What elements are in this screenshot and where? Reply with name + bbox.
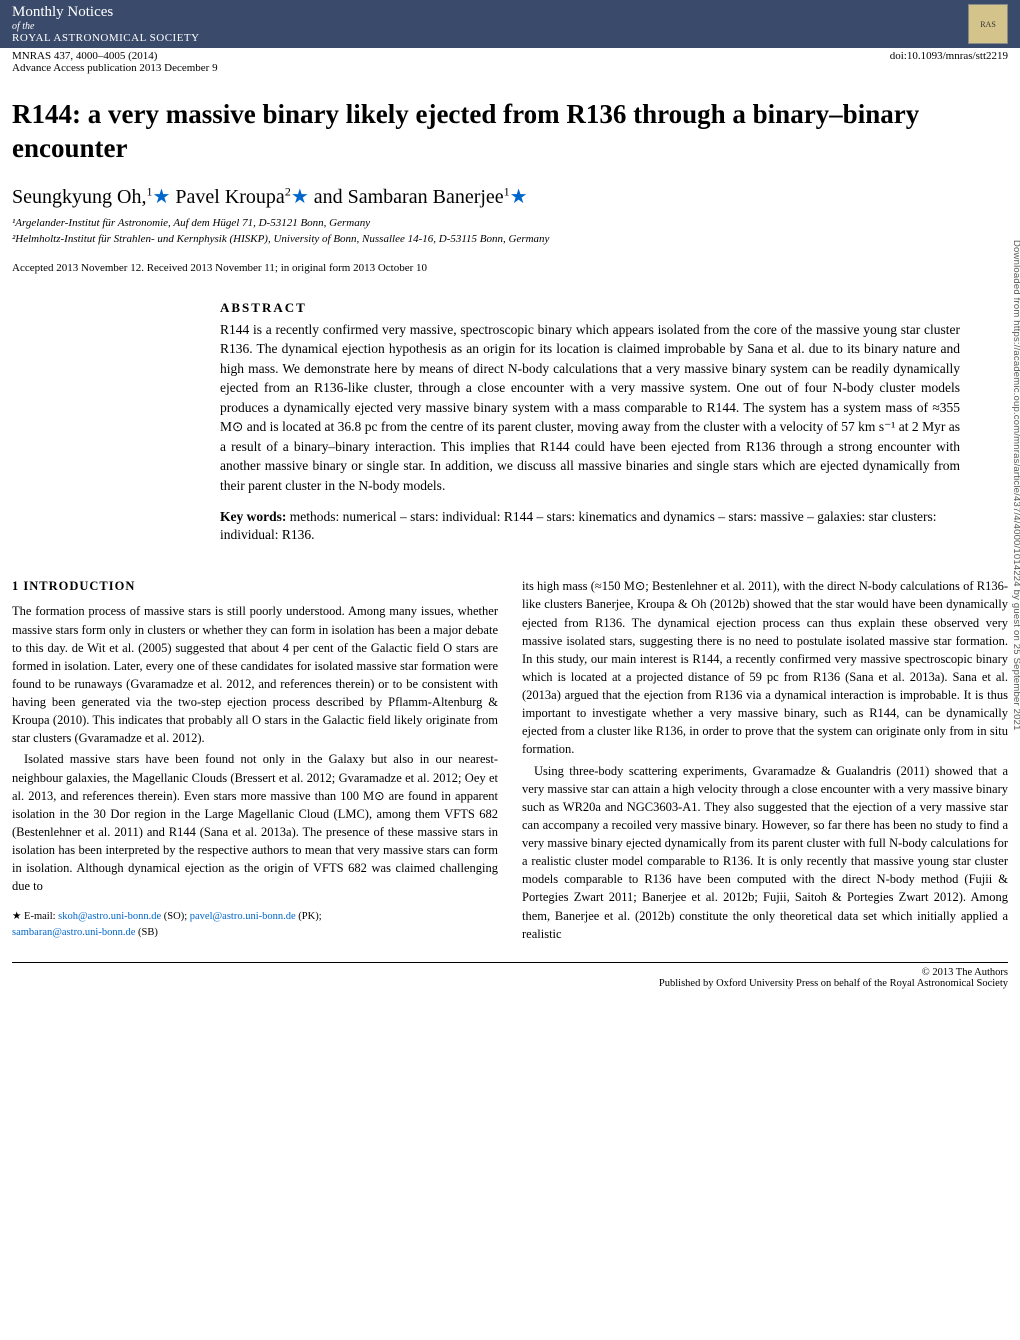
corresponding-star-icon: ★ (152, 186, 170, 208)
journal-society: ROYAL ASTRONOMICAL SOCIETY (12, 32, 1008, 44)
column-left: 1 INTRODUCTION The formation process of … (12, 577, 498, 946)
email-who: (SB) (135, 927, 157, 938)
footnote-star-icon: ★ (12, 911, 21, 922)
advance-access-line: Advance Access publication 2013 December… (12, 62, 218, 74)
email-link[interactable]: pavel@astro.uni-bonn.de (190, 911, 296, 922)
body-paragraph: its high mass (≈150 M⊙; Bestenlehner et … (522, 577, 1008, 758)
meta-row: MNRAS 437, 4000–4005 (2014) Advance Acce… (0, 48, 1020, 80)
email-who: (PK); (296, 911, 322, 922)
authors-line: Seungkyung Oh,1★ Pavel Kroupa2★ and Samb… (0, 174, 1020, 213)
footnote-label: E-mail: (21, 911, 58, 922)
journal-of: of the (12, 21, 1008, 32)
author-1: Seungkyung Oh, (12, 186, 146, 208)
email-link[interactable]: sambaran@astro.uni-bonn.de (12, 927, 135, 938)
keywords-text: methods: numerical – stars: individual: … (220, 509, 937, 543)
column-right: its high mass (≈150 M⊙; Bestenlehner et … (522, 577, 1008, 946)
doi-line: doi:10.1093/mnras/stt2219 (890, 50, 1008, 74)
affiliations: ¹Argelander-Institut für Astronomie, Auf… (0, 213, 1020, 262)
keywords-line: Key words: methods: numerical – stars: i… (220, 508, 960, 546)
section-1-heading: 1 INTRODUCTION (12, 577, 498, 595)
author-2: Pavel Kroupa (175, 186, 284, 208)
abstract-block: ABSTRACT R144 is a recently confirmed ve… (0, 292, 1020, 554)
volume-line: MNRAS 437, 4000–4005 (2014) (12, 50, 218, 62)
affiliation-2: ²Helmholtz-Institut für Strahlen- und Ke… (12, 231, 1008, 248)
body-columns: 1 INTRODUCTION The formation process of … (0, 553, 1020, 954)
abstract-heading: ABSTRACT (220, 300, 960, 316)
download-watermark: Downloaded from https://academic.oup.com… (1011, 240, 1020, 731)
email-link[interactable]: skoh@astro.uni-bonn.de (58, 911, 161, 922)
body-paragraph: Using three-body scattering experiments,… (522, 762, 1008, 943)
journal-name: Monthly Notices (12, 4, 1008, 21)
journal-header: Monthly Notices of the ROYAL ASTRONOMICA… (0, 0, 1020, 48)
abstract-text: R144 is a recently confirmed very massiv… (220, 320, 960, 496)
body-paragraph: Isolated massive stars have been found n… (12, 750, 498, 895)
keywords-label: Key words: (220, 509, 286, 524)
author-3: and Sambaran Banerjee (314, 186, 504, 208)
page-footer: © 2013 The Authors Published by Oxford U… (12, 962, 1008, 993)
publisher-line: Published by Oxford University Press on … (12, 978, 1008, 989)
logo-text: RAS (980, 20, 996, 29)
corresponding-footnote: ★ E-mail: skoh@astro.uni-bonn.de (SO); p… (12, 909, 498, 939)
body-paragraph: The formation process of massive stars i… (12, 602, 498, 747)
affiliation-1: ¹Argelander-Institut für Astronomie, Auf… (12, 215, 1008, 232)
copyright-line: © 2013 The Authors (12, 967, 1008, 978)
paper-title: R144: a very massive binary likely eject… (0, 80, 1020, 174)
journal-logo: RAS (968, 4, 1008, 44)
manuscript-dates: Accepted 2013 November 12. Received 2013… (0, 262, 1020, 292)
corresponding-star-icon: ★ (510, 186, 528, 208)
email-who: (SO); (161, 911, 190, 922)
corresponding-star-icon: ★ (291, 186, 309, 208)
